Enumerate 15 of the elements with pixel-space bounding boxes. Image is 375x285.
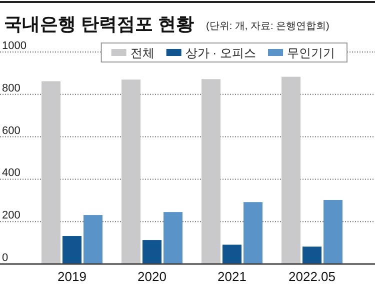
legend-label: 무인기기 <box>287 46 335 60</box>
x-tick-label: 2020 <box>138 269 166 284</box>
y-tick-label: 200 <box>2 210 20 222</box>
legend-label: 상가 · 오피스 <box>185 46 256 60</box>
x-tick-label: 2019 <box>58 269 86 284</box>
chart-title: 국내은행 탄력점포 현황 <box>4 14 194 34</box>
legend-label: 전체 <box>130 46 154 60</box>
y-tick-label: 600 <box>2 124 20 137</box>
x-tick-label: 2022.05 <box>288 269 336 284</box>
y-tick-label: 1000 <box>2 40 26 52</box>
x-tick-label: 2021 <box>218 269 246 284</box>
y-tick-label: 0 <box>2 252 8 264</box>
chart-subtitle: (단위: 개, 자료: 은행연합회) <box>206 21 330 32</box>
y-tick-label: 800 <box>2 82 20 94</box>
y-tick-label: 400 <box>2 167 20 180</box>
